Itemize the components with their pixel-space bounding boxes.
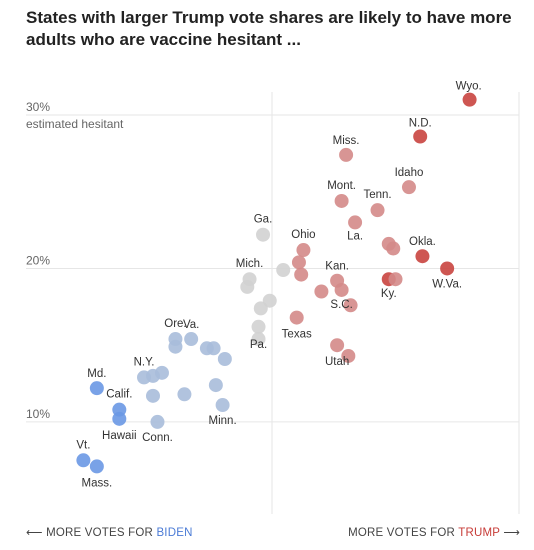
point-idaho (401, 180, 416, 195)
point-ark (388, 272, 403, 287)
label-ohio: Ohio (291, 229, 315, 241)
label-wyo: Wyo. (456, 81, 482, 93)
point-mo (291, 255, 306, 270)
footer-right-text: MORE VOTES FOR (348, 527, 459, 539)
point-minn (215, 398, 230, 413)
label-mass: Mass. (82, 477, 113, 489)
point-ala (386, 241, 401, 256)
footer-trump-label: MORE VOTES FOR TRUMP ⟶ (348, 525, 520, 539)
point-ill (145, 388, 160, 403)
point-wyo (462, 92, 477, 107)
data-points (76, 92, 477, 474)
point-n-c (251, 319, 266, 334)
label-miss: Miss. (333, 135, 360, 147)
label-mich: Mich. (236, 258, 263, 270)
right-arrow-icon: ⟶ (503, 527, 520, 539)
y-axis-ticks: 10% 20% 30% (26, 100, 50, 421)
point-vt (76, 453, 91, 468)
footer-trump-word: TRUMP (458, 527, 500, 539)
point-wis (276, 263, 291, 278)
label-okla: Okla. (409, 236, 436, 248)
label-s-c: S.C. (330, 299, 352, 311)
label-tenn: Tenn. (363, 189, 391, 201)
label-mont: Mont. (327, 180, 356, 192)
label-calif: Calif. (106, 389, 132, 401)
point-utah (330, 338, 345, 353)
point-maine (208, 378, 223, 393)
label-n-d: N.D. (409, 118, 432, 130)
point-alaska (341, 348, 356, 363)
label-md: Md. (87, 368, 106, 380)
label-conn: Conn. (142, 432, 173, 444)
label-w-va: W.Va. (432, 278, 462, 290)
point-va (184, 332, 199, 347)
point-r-i (154, 365, 169, 380)
point-tenn (370, 203, 385, 218)
point-mont (334, 193, 349, 208)
point-la (348, 215, 363, 230)
scatter-plot: 10% 20% 30% estimated hesitant Wyo. N.D. Mis… (26, 81, 520, 514)
y-tick-label: 20% (26, 253, 50, 267)
y-tick-label: 10% (26, 407, 50, 421)
point-s-c (334, 282, 349, 297)
label-ga: Ga. (254, 214, 273, 226)
label-idaho: Idaho (395, 167, 424, 179)
label-ore: Ore. (164, 318, 186, 330)
footer-left-text: MORE VOTES FOR (46, 527, 157, 539)
point-ga (256, 227, 271, 242)
label-minn: Minn. (209, 415, 237, 427)
point-ohio (296, 243, 311, 258)
point-conn (150, 414, 165, 429)
point-colo (206, 341, 221, 356)
point-n-m (168, 339, 183, 354)
point-fla (251, 332, 266, 347)
point-n-h (217, 352, 232, 367)
point-okla (415, 249, 430, 264)
label-texas: Texas (282, 329, 312, 341)
label-utah: Utah (325, 356, 349, 368)
label-hawaii: Hawaii (102, 430, 137, 442)
label-kan: Kan. (325, 261, 349, 273)
point-iowa (343, 298, 358, 313)
point-neb (314, 284, 329, 299)
label-va: Va. (183, 319, 199, 331)
point-wash (177, 387, 192, 402)
point-mass (89, 459, 104, 474)
y-axis-label: estimated hesitant (26, 117, 124, 131)
point-pa (240, 279, 255, 294)
point-texas (289, 310, 304, 325)
label-vt: Vt. (76, 439, 90, 451)
point-miss (339, 147, 354, 162)
grid-lines (26, 92, 520, 514)
point-w-va (440, 261, 455, 276)
chart-title: States with larger Trump vote shares are… (26, 8, 512, 49)
footer-biden-word: BIDEN (156, 527, 193, 539)
label-n-c: Pa. (250, 339, 267, 351)
label-n-y: N.Y. (134, 356, 155, 368)
y-tick-label: 30% (26, 100, 50, 114)
label-la: La. (347, 230, 363, 242)
point-n-d (413, 129, 428, 144)
point-md (89, 381, 104, 396)
point-hawaii (112, 411, 127, 426)
point-ariz (253, 301, 268, 316)
label-ky: Ky. (381, 288, 397, 300)
point-ind (294, 267, 309, 282)
left-arrow-icon: ⟵ (26, 527, 43, 539)
point-labels: Wyo. N.D. Miss. Idaho Mont. Tenn. La. Ga. Ohio Ok… (76, 81, 481, 490)
footer-biden-label: ⟵ MORE VOTES FOR BIDEN (26, 525, 193, 539)
